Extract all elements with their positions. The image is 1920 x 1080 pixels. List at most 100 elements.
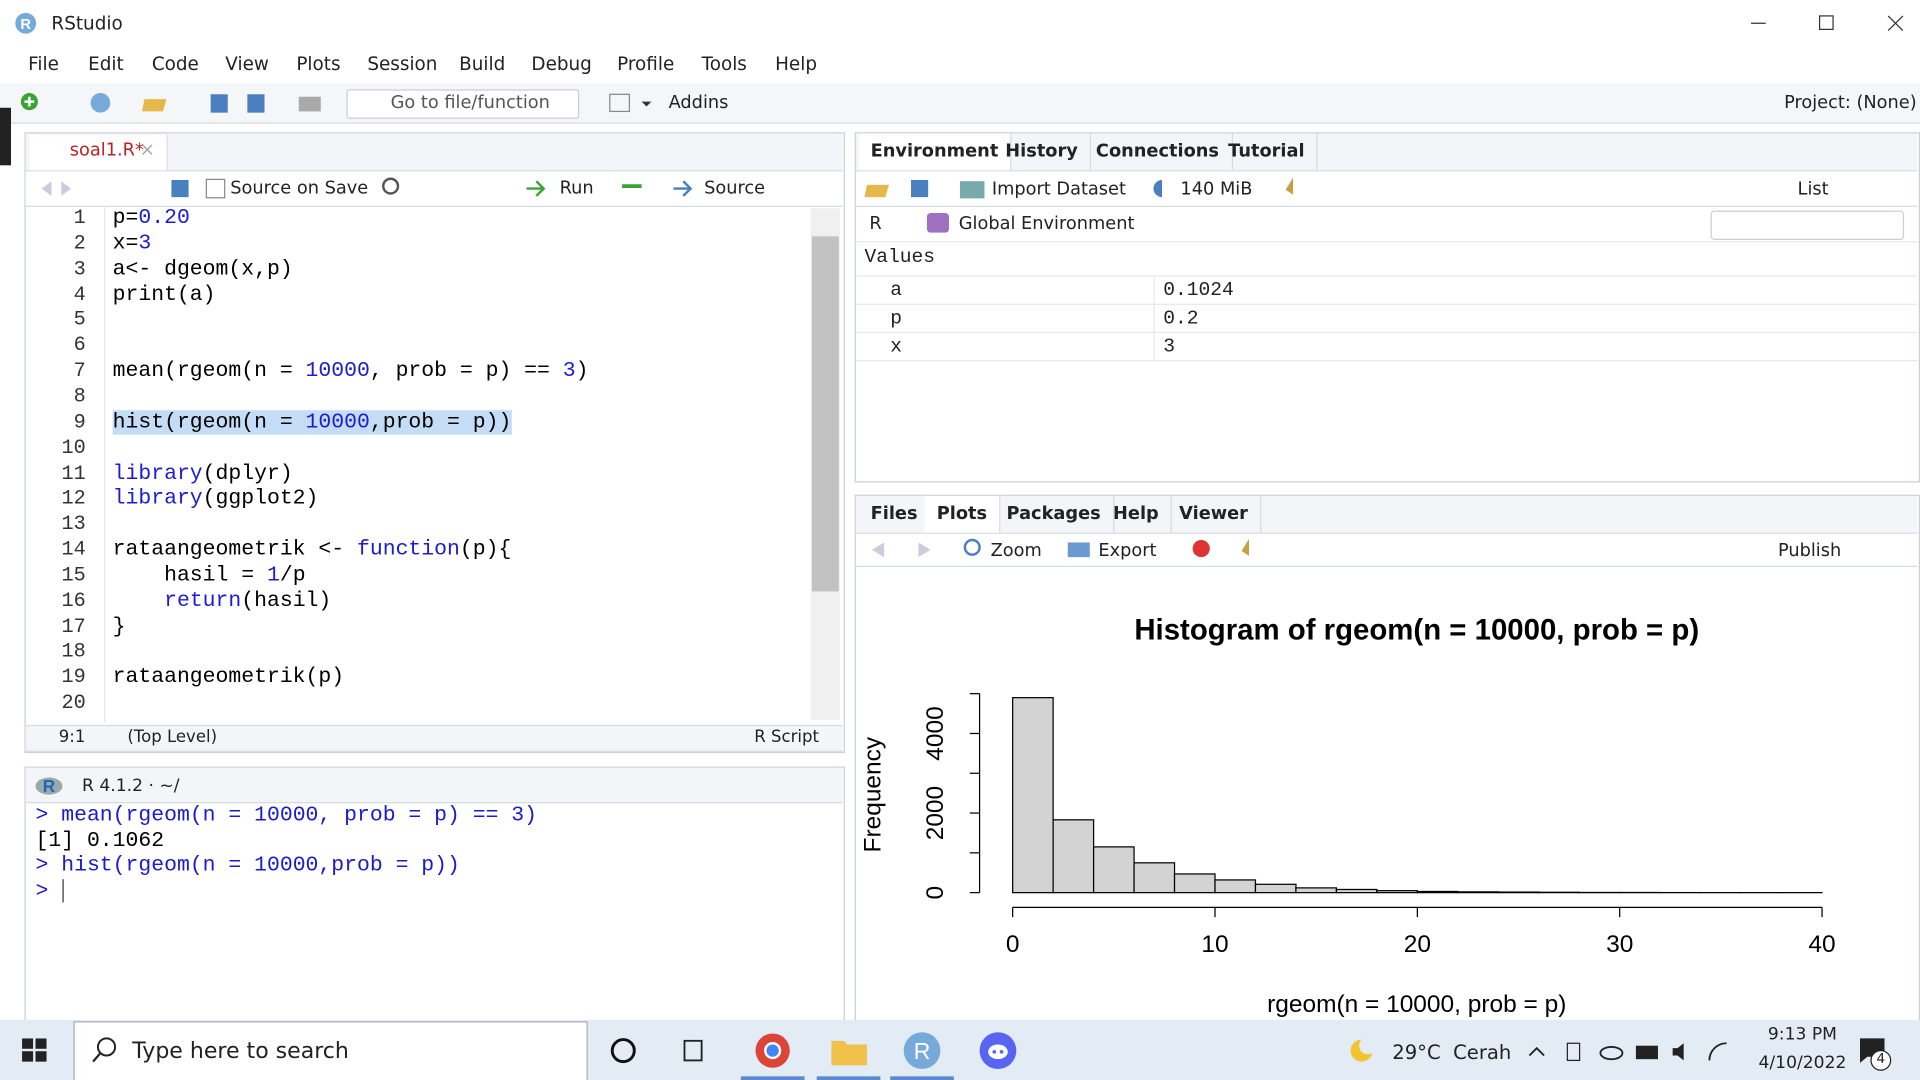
line-number: 17 <box>61 614 86 638</box>
file-type[interactable]: R Script <box>754 727 819 747</box>
publish-button[interactable]: Publish <box>1777 541 1842 561</box>
pane-tab[interactable]: Connections <box>1084 133 1233 171</box>
window-controls[interactable] <box>1739 7 1917 39</box>
code-token: x= <box>112 231 139 256</box>
console-line: > hist(rgeom(n = 10000,prob = p)) <box>35 853 460 878</box>
menu-item[interactable]: Profile <box>617 52 675 75</box>
line-number: 10 <box>61 435 86 459</box>
bar <box>1335 888 1378 894</box>
environment-scope[interactable]: Global Environment <box>958 214 1135 234</box>
editor-tab[interactable] <box>29 134 168 171</box>
line-number: 19 <box>61 665 86 689</box>
console-output[interactable]: > mean(rgeom(n = 10000, prob = p) == 3)[… <box>26 803 842 1019</box>
code-line: print(a) <box>113 282 216 306</box>
pane-tab[interactable]: History <box>993 133 1092 171</box>
close-icon[interactable]: × <box>139 138 155 161</box>
env-name: p <box>890 307 902 330</box>
x-tick-label: 20 <box>1404 931 1431 958</box>
window-title: RStudio <box>51 12 123 35</box>
layout-icon[interactable] <box>607 92 656 116</box>
bar <box>1214 879 1257 894</box>
search-placeholder: Type here to search <box>132 1038 349 1065</box>
menu-item[interactable]: Plots <box>296 52 341 75</box>
menu-item[interactable]: View <box>225 52 269 75</box>
bar <box>1497 891 1540 894</box>
tray-icons[interactable] <box>1526 1038 1740 1065</box>
line-number: 1 <box>73 205 86 229</box>
pane-tab[interactable]: Files <box>858 495 931 533</box>
bar <box>1052 819 1095 894</box>
zoom-button[interactable]: Zoom <box>990 541 1042 561</box>
cursor <box>62 879 64 903</box>
console-header <box>25 767 843 804</box>
menu-item[interactable]: Tools <box>701 52 747 75</box>
project-menu[interactable]: Project: (None) <box>1784 93 1917 113</box>
code-line: rataangeometrik(p) <box>113 665 344 689</box>
environment-icons <box>864 177 1294 199</box>
editor-toolbar <box>25 171 843 207</box>
bar <box>1376 890 1418 894</box>
menu-item[interactable]: Edit <box>88 52 124 75</box>
menu-item[interactable]: Code <box>151 52 199 75</box>
editor-tab-title[interactable]: soal1.R* <box>69 140 144 161</box>
line-number: 20 <box>61 690 86 715</box>
environment-toolbar <box>855 171 1918 207</box>
pane-tab[interactable]: Viewer <box>1167 495 1262 533</box>
pane-tab[interactable]: Packages <box>994 495 1115 533</box>
env-search[interactable] <box>1710 210 1905 241</box>
source-on-save-label[interactable]: Source on Save <box>230 178 369 199</box>
weather-icon <box>1350 1037 1377 1062</box>
editor-pane <box>24 132 845 754</box>
pane-tab[interactable]: Environment <box>858 133 1012 171</box>
menu-item[interactable]: Debug <box>531 52 592 75</box>
memory-usage[interactable]: 140 MiB <box>1180 180 1253 200</box>
toolbar-icons[interactable] <box>17 89 335 118</box>
notification-icon[interactable] <box>1858 1036 1895 1073</box>
code-token: return <box>164 588 242 614</box>
run-button[interactable]: Run <box>559 178 594 199</box>
addins-menu[interactable]: Addins <box>668 93 729 113</box>
code-line: hist(rgeom(n = 10000,prob = p)) <box>112 409 512 435</box>
env-row <box>855 275 1918 304</box>
code-token: rataangeometrik(p) <box>112 665 345 690</box>
line-number: 16 <box>61 588 86 612</box>
goto-box[interactable] <box>346 89 580 119</box>
import-dataset[interactable]: Import Dataset <box>991 180 1126 200</box>
menu-item[interactable]: File <box>28 52 59 75</box>
pane-tab[interactable]: Help <box>1101 495 1173 533</box>
menu-item[interactable]: Session <box>367 52 438 75</box>
editor-toolbar-icons <box>41 177 693 198</box>
code-token: (ggplot2) <box>202 486 319 512</box>
pane-tab[interactable]: Plots <box>924 495 1001 533</box>
plots-tabs: Files Plots Packages Help Viewer <box>855 495 1918 534</box>
y-tick-label: 0 <box>922 886 949 900</box>
menu-item[interactable]: Help <box>775 52 817 75</box>
bar <box>1295 887 1338 894</box>
code-line: x=3 <box>113 231 152 255</box>
export-button[interactable]: Export <box>1098 541 1157 561</box>
goto-placeholder: Go to file/function <box>390 93 550 113</box>
weather: 29°C Cerah <box>1392 1040 1512 1065</box>
title-bar <box>0 0 1920 47</box>
source-button[interactable]: Source <box>704 178 766 199</box>
code-line: mean(rgeom(n = 10000, prob = p) == 3) <box>113 359 589 383</box>
bar <box>1133 862 1176 894</box>
x-tick-label: 10 <box>1201 931 1228 958</box>
code-area[interactable]: 1 p=0.20 2 x=3 3 a<- dgeom(x,p) 4 print(a) 5 6 7 me… <box>26 205 810 723</box>
source-on-save-checkbox[interactable] <box>205 178 226 199</box>
start-button[interactable] <box>22 1038 49 1062</box>
view-mode[interactable]: List <box>1797 180 1829 200</box>
line-number: 5 <box>73 307 86 332</box>
code-token: 3 <box>562 358 576 384</box>
editor-status <box>25 724 843 752</box>
env-value: 3 <box>1163 335 1176 358</box>
pane-tab[interactable]: Tutorial <box>1216 133 1319 171</box>
search-box[interactable] <box>73 1021 588 1080</box>
code-token: hist(rgeom(n = <box>112 409 306 435</box>
scope[interactable]: (Top Level) <box>127 727 218 747</box>
taskbar-apps[interactable]: R <box>606 1026 1047 1080</box>
language[interactable]: R <box>869 214 882 234</box>
code-token: rataangeometrik <- <box>112 537 357 563</box>
scroll-thumb[interactable] <box>811 236 839 592</box>
menu-item[interactable]: Build <box>459 52 506 75</box>
